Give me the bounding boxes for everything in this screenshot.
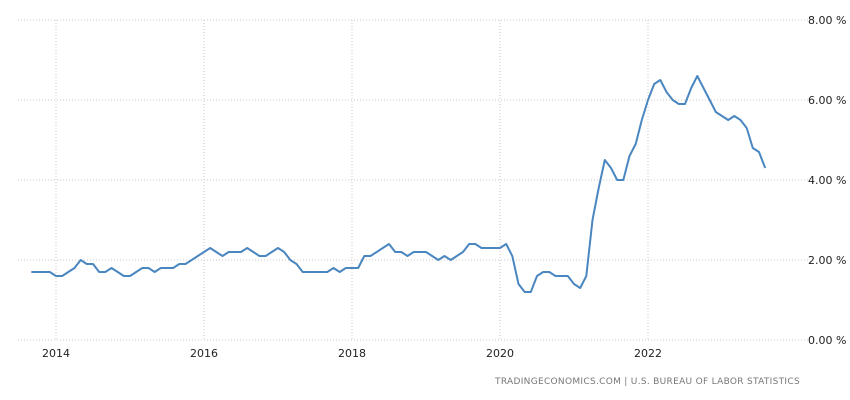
y-tick-label: 2.00 % — [808, 254, 846, 267]
x-tick-label: 2014 — [42, 347, 70, 360]
series-line — [31, 75, 767, 293]
source-caption: TRADINGECONOMICS.COM | U.S. BUREAU OF LA… — [495, 377, 800, 387]
x-tick-label: 2016 — [190, 347, 218, 360]
y-tick-label: 0.00 % — [808, 334, 846, 347]
y-tick-label: 8.00 % — [808, 14, 846, 27]
x-tick-label: 2020 — [486, 347, 514, 360]
x-tick-label: 2018 — [338, 347, 366, 360]
x-tick-label: 2022 — [634, 347, 662, 360]
y-tick-label: 6.00 % — [808, 94, 846, 107]
y-tick-label: 4.00 % — [808, 174, 846, 187]
